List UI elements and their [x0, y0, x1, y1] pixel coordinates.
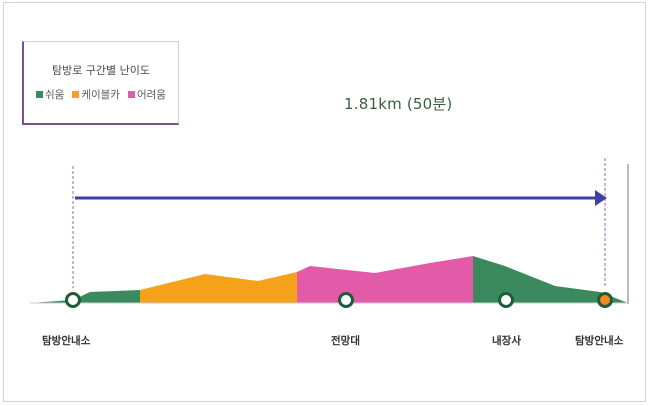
legend-cablecar-label: 케이블카: [81, 89, 120, 101]
easy-swatch: [36, 91, 43, 98]
stop-label-temple: 내장사: [492, 335, 521, 347]
route-summary: 1.81km (50분): [344, 95, 453, 113]
temple-marker: [498, 292, 514, 308]
legend-item-easy: 쉬움: [36, 87, 64, 102]
legend-item-cablecar: 케이블카: [72, 87, 120, 102]
start-marker: [65, 292, 81, 308]
segment-easy-2: [473, 256, 628, 303]
cablecar-swatch: [72, 91, 80, 98]
legend-items: 쉬움 케이블카 어려움: [36, 87, 172, 102]
viewpoint-marker: [338, 292, 354, 308]
end-marker: [597, 292, 613, 308]
legend-easy-label: 쉬움: [45, 89, 65, 101]
legend-title: 탐방로 구간별 난이도: [51, 64, 151, 77]
segment-cablecar: [140, 272, 297, 303]
legend-hard-label: 어려움: [136, 89, 166, 101]
stop-label-start: 탐방안내소: [42, 335, 91, 347]
route-arrow-head: [595, 190, 607, 206]
segment-easy-1: [30, 290, 140, 303]
segment-hard: [297, 256, 473, 303]
hard-swatch: [127, 91, 135, 98]
difficulty-legend: 탐방로 구간별 난이도 쉬움 케이블카 어려움: [22, 41, 179, 125]
stop-label-end: 탐방안내소: [575, 335, 624, 347]
legend-item-hard: 어려움: [127, 87, 166, 102]
stop-label-viewpoint: 전망대: [331, 335, 360, 347]
